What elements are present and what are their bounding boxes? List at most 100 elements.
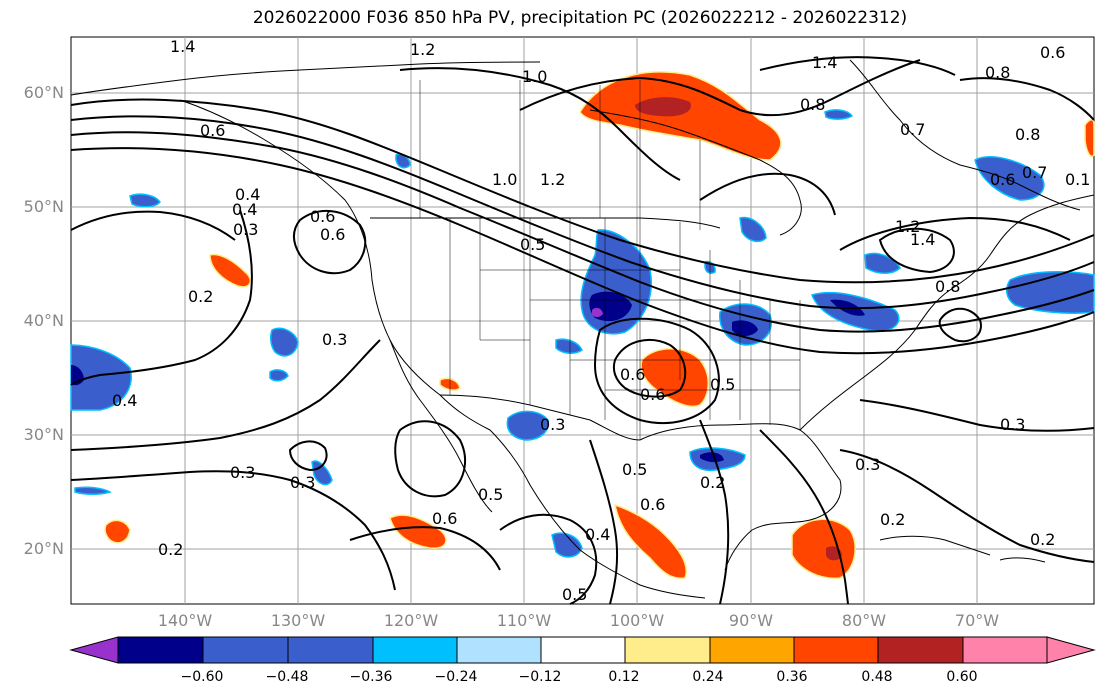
pv-contour-17 <box>839 449 1095 563</box>
coastline-gulf <box>639 423 842 571</box>
pv-contour-11 <box>394 420 466 498</box>
pv-contour-5 <box>519 59 921 117</box>
contour-label: 1.0 <box>492 170 517 189</box>
coastline-west <box>179 99 706 599</box>
colorbar-tick-label: 0.24 <box>692 669 724 685</box>
precip-negative-ne <box>864 252 901 274</box>
lon-label: 130°W <box>270 611 326 630</box>
pv-contour-12 <box>612 339 687 398</box>
pv-contour-1 <box>70 98 1095 284</box>
colorbar-extend-high <box>1046 636 1096 664</box>
lon-label: 80°W <box>841 611 887 630</box>
coastline-east <box>799 194 1095 431</box>
coastline-baja <box>389 339 493 513</box>
pv-contour-6 <box>399 67 681 181</box>
lat-label: 60°N <box>23 83 64 102</box>
pv-contour-28 <box>759 56 956 76</box>
contour-label: 0.5 <box>710 375 735 394</box>
pv-contour-25 <box>959 77 1095 121</box>
pv-contour-23 <box>499 513 598 605</box>
contour-label: 0.8 <box>1015 125 1040 144</box>
precip-negative-hudson <box>824 109 854 120</box>
precip-min-plains <box>592 307 603 317</box>
contour-label: 0.3 <box>540 415 565 434</box>
contour-label: 0.3 <box>855 455 880 474</box>
lon-label: 90°W <box>728 611 774 630</box>
contour-label: 0.8 <box>800 95 825 114</box>
colorbar-cell <box>202 636 289 664</box>
contour-label: 1.4 <box>812 53 837 72</box>
precip-negative-sw <box>506 410 549 441</box>
precip-negative-pac-north <box>129 193 161 208</box>
lat-label: 50°N <box>23 197 64 216</box>
precip-negative-pacific-west <box>70 344 132 411</box>
colorbar-tick-label: −0.24 <box>434 669 478 685</box>
precip-negative-small-3 <box>74 486 113 495</box>
precip-negative-mexico-s <box>551 532 583 558</box>
precip-core-canada <box>635 97 691 117</box>
colorbar-cell <box>962 636 1048 664</box>
lat-label: 40°N <box>23 311 64 330</box>
pv-contour-14 <box>589 439 619 605</box>
precip-positive-mexico <box>614 503 687 579</box>
contour-label: 0.8 <box>985 63 1010 82</box>
colorbar-tick-label: 0.12 <box>608 669 640 685</box>
colorbar-tick-label: −0.12 <box>518 669 562 685</box>
contour-label: 0.6 <box>200 121 225 140</box>
colorbar-tick-label: 0.36 <box>776 669 808 685</box>
contour-label: 0.4 <box>585 525 610 544</box>
border-us-mexico <box>439 394 641 441</box>
precip-positive-baja <box>389 514 447 549</box>
coastline-hispaniola <box>999 557 1046 563</box>
precip-positive-atlantic-edge <box>1084 119 1095 157</box>
lat-label: 20°N <box>23 539 64 558</box>
contour-label: 0.8 <box>935 277 960 296</box>
colorbar-cell <box>117 636 204 664</box>
colorbar-cell <box>456 636 542 664</box>
pv-contour-18 <box>859 399 1095 432</box>
precip-negative-east-atl <box>1005 270 1095 314</box>
lon-label: 120°W <box>383 611 439 630</box>
colorbar-cell <box>372 636 458 664</box>
lon-label: 100°W <box>609 611 665 630</box>
pv-contour-3 <box>70 131 1095 333</box>
lon-label: 110°W <box>496 611 552 630</box>
contour-label: 0.5 <box>478 485 503 504</box>
pv-contour-27 <box>288 440 328 472</box>
precip-positive-pacific <box>209 253 252 288</box>
contour-label: 0.3 <box>290 473 315 492</box>
precip-positive-canada <box>579 71 782 161</box>
pv-contour-20 <box>878 227 955 274</box>
pv-contour-26 <box>70 210 236 241</box>
colorbar-cell <box>877 636 964 664</box>
contour-label: 0.7 <box>1022 163 1047 182</box>
precip-positive-fills <box>104 71 1095 579</box>
colorbar-cell <box>540 636 626 664</box>
contour-label: 0.5 <box>562 585 587 604</box>
contour-label: 0.6 <box>640 495 665 514</box>
pv-contour-9 <box>70 470 396 591</box>
lon-label: 70°W <box>954 611 1000 630</box>
contour-label: 0.6 <box>310 207 335 226</box>
contour-label: 0.2 <box>1030 530 1055 549</box>
contour-label: 0.6 <box>320 225 345 244</box>
coastlines <box>70 59 1095 599</box>
colorbar-tick-label: −0.48 <box>265 669 309 685</box>
contour-label: 0.3 <box>1000 415 1025 434</box>
lon-label: 140°W <box>157 611 213 630</box>
pv-contour-10 <box>293 209 367 275</box>
colorbar-cell <box>624 636 711 664</box>
precip-negative-wi <box>739 216 767 243</box>
contour-label: 0.2 <box>880 510 905 529</box>
contour-label: 0.6 <box>640 385 665 404</box>
contour-label: 0.3 <box>322 330 347 349</box>
precip-core-gulf <box>700 452 724 463</box>
border-us-canada <box>370 217 721 229</box>
contour-label: 1.4 <box>170 37 195 56</box>
precip-negative-baja-s <box>311 460 333 486</box>
colorbar-tick-label: 0.48 <box>861 669 893 685</box>
pv-contour-21 <box>839 216 1071 251</box>
precip-negative-tx <box>555 338 583 354</box>
pv-contour-24 <box>349 526 501 571</box>
